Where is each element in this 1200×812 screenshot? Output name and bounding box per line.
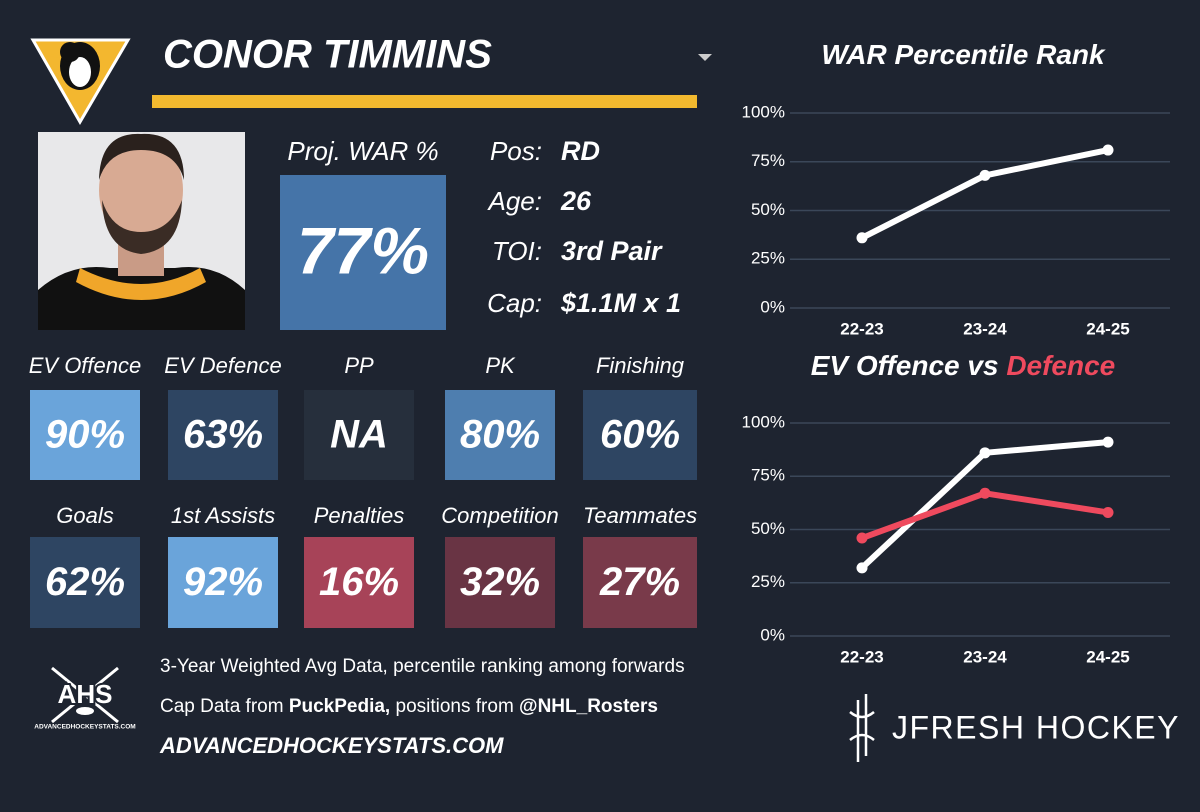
x-tick-label: 23-24 <box>963 319 1007 338</box>
series-point <box>1102 144 1114 156</box>
tile-value: 63% <box>183 413 263 457</box>
y-tick-label: 100% <box>742 412 785 431</box>
credit-text: Cap Data from <box>160 696 289 717</box>
series-point <box>1102 436 1114 448</box>
tile-value: NA <box>330 413 388 457</box>
tile-label: PK <box>485 353 516 378</box>
series-point <box>979 447 991 459</box>
tile <box>583 537 697 628</box>
series-point <box>856 562 868 574</box>
footer-credits: Cap Data from PuckPedia, positions from … <box>160 696 658 717</box>
tile-label: Goals <box>56 503 113 528</box>
tile <box>168 390 278 480</box>
chart-title-highlight: Defence <box>1006 350 1115 381</box>
tile-label: Penalties <box>314 503 405 528</box>
tile-label: EV Defence <box>164 353 281 378</box>
tile-value: 60% <box>600 413 680 457</box>
y-tick-label: 50% <box>751 519 785 538</box>
team-logo <box>30 38 131 125</box>
series-point <box>1102 506 1114 518</box>
series-point <box>856 232 868 244</box>
y-tick-label: 75% <box>751 151 785 170</box>
tile-label: Finishing <box>596 353 685 378</box>
tile-label: EV Offence <box>29 353 142 378</box>
info-label: Pos: <box>490 136 542 166</box>
ahs-logo-subtext: ADVANCEDHOCKEYSTATS.COM <box>34 724 135 731</box>
tile <box>168 537 278 628</box>
info-label: Age: <box>487 186 543 216</box>
player-name: CONOR TIMMINS <box>163 33 492 77</box>
tile-label: PP <box>344 353 374 378</box>
tile-value: 32% <box>460 560 540 604</box>
info-value: RD <box>561 136 600 166</box>
credit-source: PuckPedia, <box>289 696 390 717</box>
x-tick-label: 22-23 <box>840 647 883 666</box>
footer-note: 3-Year Weighted Avg Data, percentile ran… <box>160 656 685 677</box>
info-value: $1.1M x 1 <box>560 288 681 318</box>
tile <box>30 537 140 628</box>
y-tick-label: 75% <box>751 466 785 485</box>
tile-value: 92% <box>183 560 263 604</box>
tile-value: 62% <box>45 560 125 604</box>
y-tick-label: 0% <box>760 625 785 644</box>
brand-logo <box>849 694 875 762</box>
ahs-logo-text: AHS <box>58 679 113 709</box>
series-point <box>979 169 991 181</box>
credit-text: positions from <box>390 696 519 717</box>
y-tick-label: 25% <box>751 249 785 268</box>
y-tick-label: 100% <box>742 102 785 121</box>
x-tick-label: 23-24 <box>963 647 1007 666</box>
tile <box>445 537 555 628</box>
site-url[interactable]: ADVANCEDHOCKEYSTATS.COM <box>159 733 504 758</box>
chart-title: EV Offence vs Defence <box>811 350 1116 381</box>
series-point <box>856 532 868 544</box>
info-label: TOI: <box>492 236 542 266</box>
y-tick-label: 25% <box>751 572 785 591</box>
proj-war-label: Proj. WAR % <box>287 136 438 166</box>
x-tick-label: 22-23 <box>840 319 883 338</box>
tile <box>30 390 140 480</box>
tile-label: 1st Assists <box>171 503 275 528</box>
tile-label: Competition <box>441 503 558 528</box>
tile-value: 80% <box>460 413 540 457</box>
dropdown-arrow[interactable] <box>698 54 712 61</box>
tile <box>583 390 697 480</box>
player-photo <box>38 132 245 330</box>
x-tick-label: 24-25 <box>1086 319 1129 338</box>
y-tick-label: 0% <box>760 297 785 316</box>
tile-label: Teammates <box>583 503 697 528</box>
credit-source: @NHL_Rosters <box>519 696 658 717</box>
proj-war-box <box>280 175 446 330</box>
tile-value: 16% <box>319 560 399 604</box>
tile <box>304 537 414 628</box>
info-value: 26 <box>560 186 592 216</box>
brand-name: JFRESH HOCKEY <box>892 709 1180 745</box>
chart-title-text: WAR Percentile Rank <box>821 39 1106 70</box>
tile-value: 27% <box>599 560 680 604</box>
tile <box>304 390 414 480</box>
x-tick-label: 24-25 <box>1086 647 1129 666</box>
y-tick-label: 50% <box>751 200 785 219</box>
chart-title-text: EV Offence vs <box>811 350 999 381</box>
tile-value: 90% <box>45 413 125 457</box>
accent-bar <box>152 95 697 108</box>
proj-war-value: 77% <box>297 213 429 287</box>
ahs-logo: AHS ADVANCEDHOCKEYSTATS.COM <box>34 666 136 731</box>
info-value: 3rd Pair <box>561 236 663 266</box>
tile <box>445 390 555 480</box>
info-label: Cap: <box>487 288 542 318</box>
chart-title: WAR Percentile Rank <box>821 39 1106 70</box>
series-point <box>979 487 991 499</box>
